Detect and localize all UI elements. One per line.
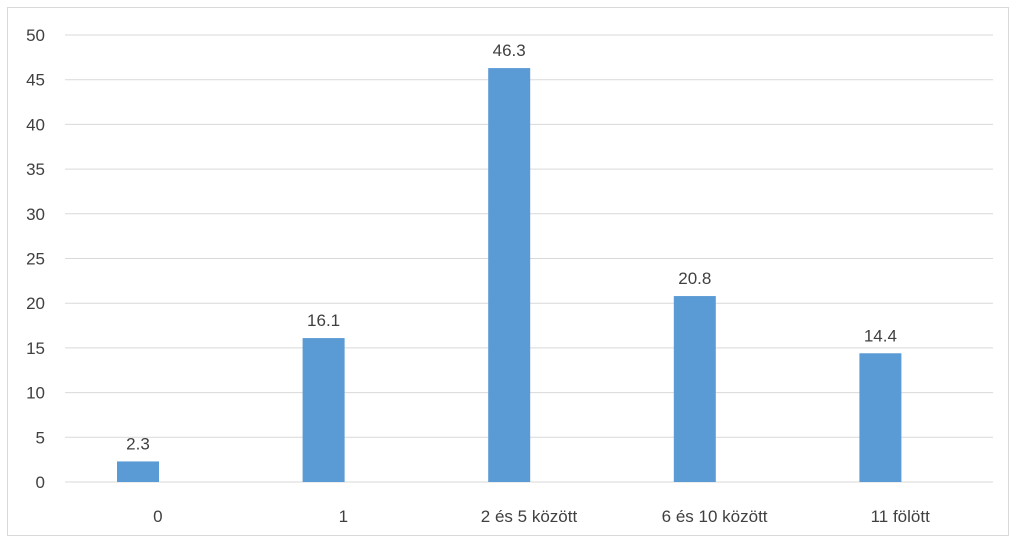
y-tick-label: 10 <box>26 384 45 403</box>
data-label: 20.8 <box>678 269 711 288</box>
y-tick-label: 5 <box>36 428 45 447</box>
y-tick-label: 15 <box>26 339 45 358</box>
x-tick-label: 1 <box>339 507 348 526</box>
x-tick-label: 6 és 10 között <box>662 507 768 526</box>
x-tick-label: 0 <box>153 507 162 526</box>
bar-3 <box>673 296 716 482</box>
y-axis-ticks: 0 5 10 15 20 25 30 35 40 45 50 <box>26 26 45 492</box>
data-label: 46.3 <box>493 41 526 60</box>
data-label: 14.4 <box>864 326 897 345</box>
data-label: 16.1 <box>307 311 340 330</box>
x-axis-ticks: 0 1 2 és 5 között 6 és 10 között 11 fölött <box>153 507 930 526</box>
bar-1 <box>302 338 345 482</box>
x-tick-label: 11 fölött <box>871 507 931 526</box>
y-tick-label: 30 <box>26 205 45 224</box>
bar-0 <box>117 461 159 482</box>
y-tick-label: 50 <box>26 26 45 45</box>
x-tick-label: 2 és 5 között <box>481 507 578 526</box>
y-tick-label: 0 <box>36 473 45 492</box>
y-tick-label: 45 <box>26 71 45 90</box>
y-tick-label: 40 <box>26 115 45 134</box>
y-tick-label: 25 <box>26 250 45 269</box>
data-labels: 2.3 16.1 46.3 20.8 14.4 <box>126 41 897 453</box>
bar-2 <box>488 68 531 482</box>
y-tick-label: 35 <box>26 160 45 179</box>
data-label: 2.3 <box>126 434 150 453</box>
bar-4 <box>859 353 902 482</box>
bars <box>117 68 902 482</box>
y-tick-label: 20 <box>26 294 45 313</box>
